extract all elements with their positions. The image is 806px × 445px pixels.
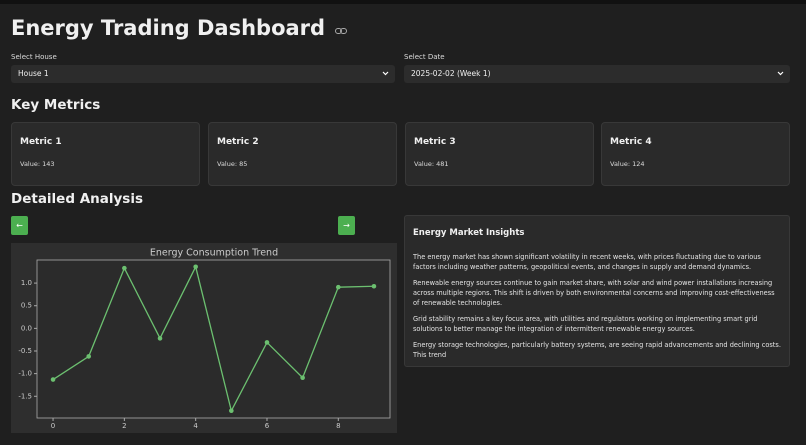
point: [122, 265, 127, 271]
page-title: Energy Trading Dashboard: [11, 16, 348, 40]
metric-card: Metric 2 Value: 85: [208, 122, 397, 186]
point: [157, 336, 163, 341]
metric-title: Metric 1: [20, 137, 62, 147]
metric-value: Value: 85: [217, 160, 248, 168]
filter-label: Select Date: [404, 53, 445, 61]
paragraph: Grid stability remains a key focus area,…: [413, 315, 758, 333]
section-heading: Key Metrics: [11, 97, 101, 113]
point: [371, 283, 377, 289]
point: [264, 340, 270, 345]
metric-card: Metric 1 Value: 143: [11, 122, 200, 186]
x-tick-label: 4: [193, 422, 198, 430]
metric-card: Metric 3 Value: 481: [405, 122, 594, 186]
chart-title: Energy Consumption Trend: [150, 248, 278, 259]
y-tick-label: -1.0: [18, 370, 32, 378]
y-tick-label: -0.5: [18, 347, 32, 355]
y-tick-label: -1.5: [18, 392, 32, 400]
next-button[interactable]: →: [338, 216, 355, 235]
point: [335, 284, 341, 290]
y-tick-label: 0.0: [21, 324, 32, 332]
section-heading: Detailed Analysis: [11, 191, 143, 207]
paragraph: Energy storage technologies, particularl…: [413, 341, 781, 359]
metric-value: Value: 124: [610, 160, 645, 168]
prev-button[interactable]: ←: [11, 216, 28, 235]
point: [50, 377, 56, 382]
dropdown[interactable]: House 1: [11, 65, 395, 83]
top-bar: [0, 0, 806, 4]
metric-title: Metric 4: [610, 137, 652, 147]
dropdown-value: House 1: [18, 69, 49, 78]
x-tick-label: 6: [265, 422, 270, 430]
point: [193, 264, 198, 270]
y-tick-label: 0.5: [21, 302, 32, 310]
x-tick-label: 0: [51, 422, 55, 430]
dropdown-value: 2025-02-02 (Week 1): [411, 69, 491, 78]
line-chart: Energy Consumption Trend 1.0 0.5 0.0 -0.5 -1…: [11, 243, 397, 433]
line: [52, 264, 374, 413]
link-icon[interactable]: [335, 27, 348, 35]
insights-card: Energy Market Insights The energy market…: [404, 215, 790, 367]
metric-card: Metric 4 Value: 124: [601, 122, 790, 186]
x-tick-label: 8: [336, 422, 340, 430]
filter-label: Select House: [11, 53, 57, 61]
y-tick-label: 1.0: [21, 279, 32, 287]
chevron: [382, 71, 389, 76]
paragraph: Renewable energy sources continue to gai…: [413, 279, 775, 307]
title-text: Energy Trading Dashboard: [11, 16, 326, 40]
insights-title: Energy Market Insights: [413, 228, 525, 238]
chevron: [777, 71, 784, 76]
point: [86, 354, 92, 359]
x-tick-label: 2: [122, 422, 126, 430]
metric-title: Metric 3: [414, 137, 456, 147]
point: [229, 408, 234, 414]
metric-value: Value: 481: [414, 160, 449, 168]
metric-title: Metric 2: [217, 137, 259, 147]
paragraph: The energy market has shown significant …: [413, 253, 761, 271]
dropdown[interactable]: 2025-02-02 (Week 1): [404, 65, 790, 83]
point: [300, 375, 305, 381]
metric-value: Value: 143: [20, 160, 55, 168]
